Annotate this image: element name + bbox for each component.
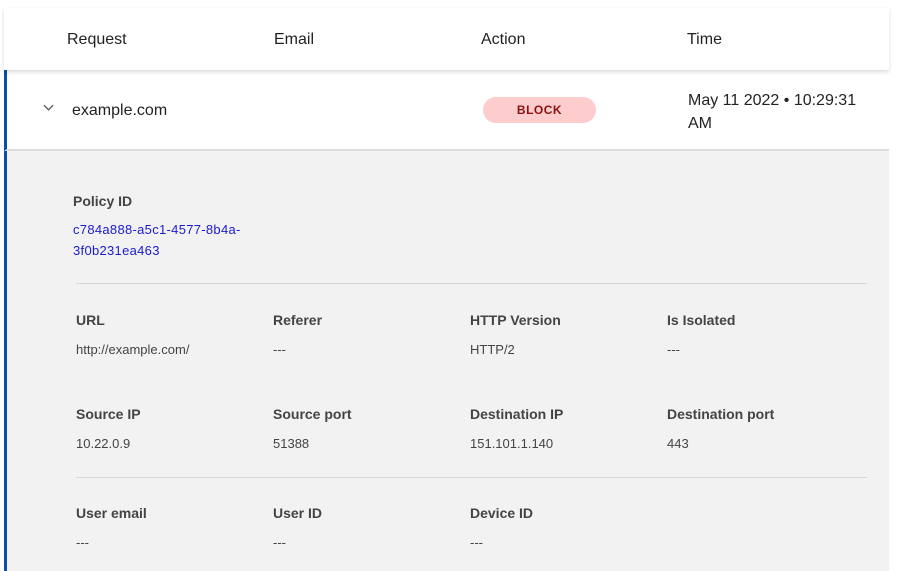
- divider: [76, 283, 867, 284]
- source-port-value: 51388: [273, 436, 310, 451]
- referer-value: ---: [273, 342, 286, 357]
- request-time: May 11 2022 • 10:29:31 AM: [688, 92, 857, 132]
- request-domain: example.com: [72, 102, 168, 119]
- chevron-down-icon[interactable]: [43, 102, 54, 113]
- user-id-value: ---: [273, 535, 286, 550]
- column-header-request[interactable]: Request: [67, 31, 127, 48]
- user-email-label: User email: [76, 505, 147, 521]
- destination-port-label: Destination port: [667, 406, 775, 422]
- source-ip-value: 10.22.0.9: [76, 436, 131, 451]
- is-isolated-value: ---: [667, 342, 680, 357]
- source-port-label: Source port: [273, 406, 352, 422]
- divider: [76, 477, 867, 478]
- column-header-email[interactable]: Email: [274, 31, 315, 48]
- url-value: http://example.com/: [76, 342, 190, 357]
- details-panel: Policy ID c784a888-a5c1-4577-8b4a-3f0b23…: [4, 151, 889, 571]
- destination-ip-value: 151.101.1.140: [470, 436, 554, 451]
- device-id-label: Device ID: [470, 505, 534, 521]
- policy-id-label: Policy ID: [73, 193, 133, 209]
- source-ip-label: Source IP: [76, 406, 141, 422]
- destination-ip-label: Destination IP: [470, 406, 564, 422]
- table-row[interactable]: example.com BLOCK May 11 2022 • 10:29:31…: [4, 70, 889, 151]
- url-label: URL: [76, 312, 105, 328]
- http-version-value: HTTP/2: [470, 342, 515, 357]
- is-isolated-label: Is Isolated: [667, 312, 736, 328]
- action-badge: BLOCK: [483, 97, 596, 123]
- referer-label: Referer: [273, 312, 323, 328]
- column-header-time[interactable]: Time: [687, 31, 722, 48]
- table-header: Request Email Action Time: [4, 8, 889, 70]
- column-header-action[interactable]: Action: [481, 31, 526, 48]
- user-id-label: User ID: [273, 505, 323, 521]
- http-version-label: HTTP Version: [470, 312, 561, 328]
- device-id-value: ---: [470, 535, 483, 550]
- policy-id-link[interactable]: c784a888-a5c1-4577-8b4a-3f0b231ea463: [73, 222, 241, 258]
- user-email-value: ---: [76, 535, 89, 550]
- destination-port-value: 443: [667, 436, 689, 451]
